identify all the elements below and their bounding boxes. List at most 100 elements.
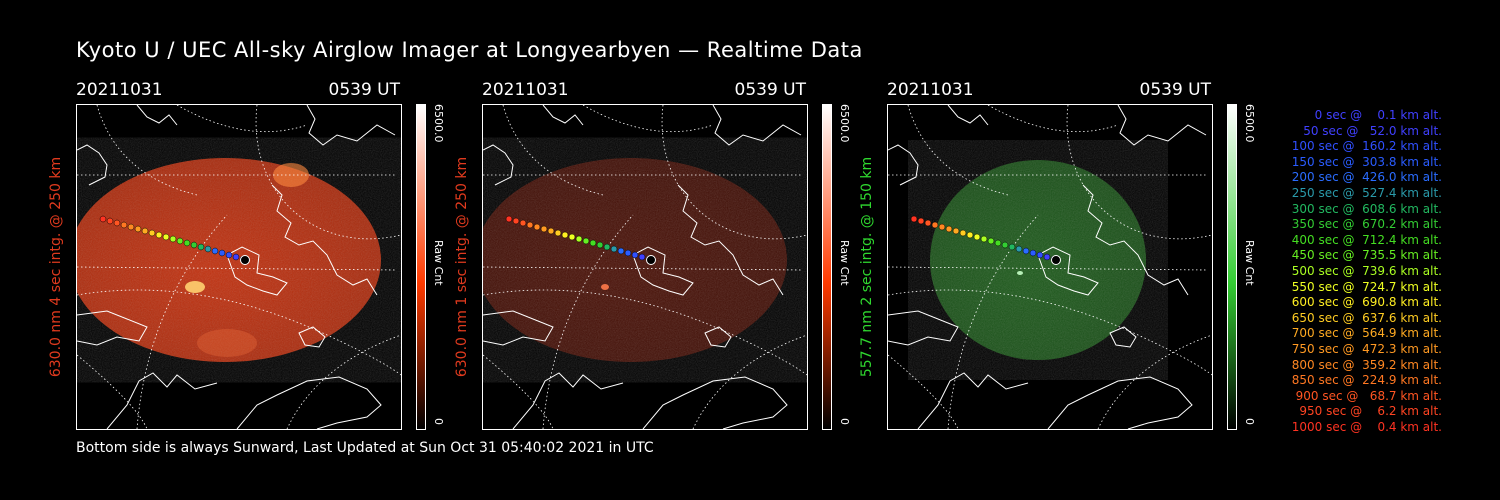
colorbar-unit-label: Raw Cnt (838, 240, 851, 286)
trajectory-point (169, 235, 177, 243)
trajectory-point (596, 241, 604, 249)
trajectory-point (1036, 251, 1044, 259)
legend-row: 800 sec @ 359.2 km alt. (1287, 357, 1442, 372)
trajectory-point (211, 247, 219, 255)
trajectory-point (603, 243, 611, 251)
legend-row: 350 sec @ 670.2 km alt. (1287, 217, 1442, 232)
trajectory-point (980, 235, 988, 243)
trajectory-point (610, 245, 618, 253)
panel-date: 20211031 (76, 80, 163, 100)
trajectory-point (931, 221, 939, 229)
trajectory-point (505, 215, 513, 223)
allsky-image (76, 104, 402, 430)
colorbar-min-label: 0 (1243, 418, 1256, 425)
trajectory-point (120, 221, 128, 229)
trajectory-point (127, 223, 135, 231)
trajectory-point (190, 241, 198, 249)
trajectory-point (617, 247, 625, 255)
trajectory-point (945, 225, 953, 233)
trajectory-point (917, 217, 925, 225)
trajectory-point (512, 217, 520, 225)
colorbar-min-label: 0 (838, 418, 851, 425)
trajectory-point (141, 227, 149, 235)
trajectory-point (624, 249, 632, 257)
colorbar (416, 104, 426, 430)
trajectory-point (225, 251, 233, 259)
trajectory-point (924, 219, 932, 227)
legend-row: 150 sec @ 303.8 km alt. (1287, 154, 1442, 169)
legend-row: 850 sec @ 224.9 km alt. (1287, 373, 1442, 388)
trajectory-point (519, 219, 527, 227)
trajectory-point (99, 215, 107, 223)
allsky-image (887, 104, 1213, 430)
trajectory-point (1015, 245, 1023, 253)
trajectory-point (561, 231, 569, 239)
legend-row: 1000 sec @ 0.4 km alt. (1291, 419, 1442, 434)
trajectory-point (218, 249, 226, 257)
trajectory-point (1022, 247, 1030, 255)
trajectory-point (540, 225, 548, 233)
trajectory-point (910, 215, 918, 223)
image-panel-3: 20211031 0539 UT 557.7 nm 2 sec intg. @ 15… (859, 80, 1267, 430)
trajectory-point (568, 233, 576, 241)
panel-date: 20211031 (482, 80, 569, 100)
legend-row: 500 sec @ 739.6 km alt. (1287, 263, 1442, 278)
trajectory-point (1029, 249, 1037, 257)
legend-row: 700 sec @ 564.9 km alt. (1287, 326, 1442, 341)
allsky-image (482, 104, 808, 430)
colorbar-max-label: 6500.0 (432, 104, 445, 143)
trajectory-point (575, 235, 583, 243)
legend-row: 0 sec @ 0.1 km alt. (1303, 108, 1442, 122)
trajectory-point (113, 219, 121, 227)
trajectory-point (952, 227, 960, 235)
trajectory-point (106, 217, 114, 225)
trajectory-point (582, 237, 590, 245)
image-panel-1: 20211031 0539 UT 630.0 nm 4 sec intg. @ 25… (48, 80, 456, 430)
panel-date: 20211031 (887, 80, 974, 100)
trajectory-point (1043, 253, 1051, 261)
trajectory-point (197, 243, 205, 251)
station-marker-icon (1051, 255, 1061, 265)
wavelength-label: 557.7 nm 2 sec intg. @ 150 km (859, 156, 875, 378)
trajectory-point (966, 231, 974, 239)
trajectory-point (959, 229, 967, 237)
trajectory-point (148, 229, 156, 237)
trajectory-point (589, 239, 597, 247)
legend-row: 400 sec @ 712.4 km alt. (1287, 232, 1442, 247)
legend-row: 750 sec @ 472.3 km alt. (1287, 341, 1442, 356)
trajectory-point (631, 251, 639, 259)
legend-row: 550 sec @ 724.7 km alt. (1287, 279, 1442, 294)
wavelength-label: 630.0 nm 4 sec intg. @ 250 km (48, 156, 64, 378)
page-title: Kyoto U / UEC All-sky Airglow Imager at … (76, 38, 863, 62)
colorbar-unit-label: Raw Cnt (1243, 240, 1256, 286)
legend-row: 300 sec @ 608.6 km alt. (1287, 201, 1442, 216)
trajectory-point (547, 227, 555, 235)
legend-row: 600 sec @ 690.8 km alt. (1287, 295, 1442, 310)
panel-time: 0539 UT (734, 80, 807, 100)
station-marker-icon (646, 255, 656, 265)
colorbar-unit-label: Raw Cnt (432, 240, 445, 286)
colorbar (1227, 104, 1237, 430)
legend-row: 100 sec @ 160.2 km alt. (1287, 139, 1442, 154)
panel-time: 0539 UT (328, 80, 401, 100)
legend-row: 50 sec @ 52.0 km alt. (1295, 123, 1442, 138)
station-marker-icon (240, 255, 250, 265)
trajectory-point (183, 239, 191, 247)
trajectory-point (987, 237, 995, 245)
trajectory-point (1008, 243, 1016, 251)
trajectory-point (176, 237, 184, 245)
trajectory-point (134, 225, 142, 233)
colorbar-min-label: 0 (432, 418, 445, 425)
trajectory-point (994, 239, 1002, 247)
colorbar (822, 104, 832, 430)
image-panel-2: 20211031 0539 UT 630.0 nm 1 sec intg. @ 25… (454, 80, 862, 430)
trajectory-point (554, 229, 562, 237)
trajectory-point (1001, 241, 1009, 249)
legend-row: 250 sec @ 527.4 km alt. (1287, 185, 1442, 200)
legend-row: 650 sec @ 637.6 km alt. (1287, 310, 1442, 325)
trajectory-point (938, 223, 946, 231)
trajectory-point (204, 245, 212, 253)
trajectory-point (973, 233, 981, 241)
trajectory-legend: 0 sec @ 0.1 km alt. 50 sec @ 52.0 km alt… (1262, 108, 1442, 435)
